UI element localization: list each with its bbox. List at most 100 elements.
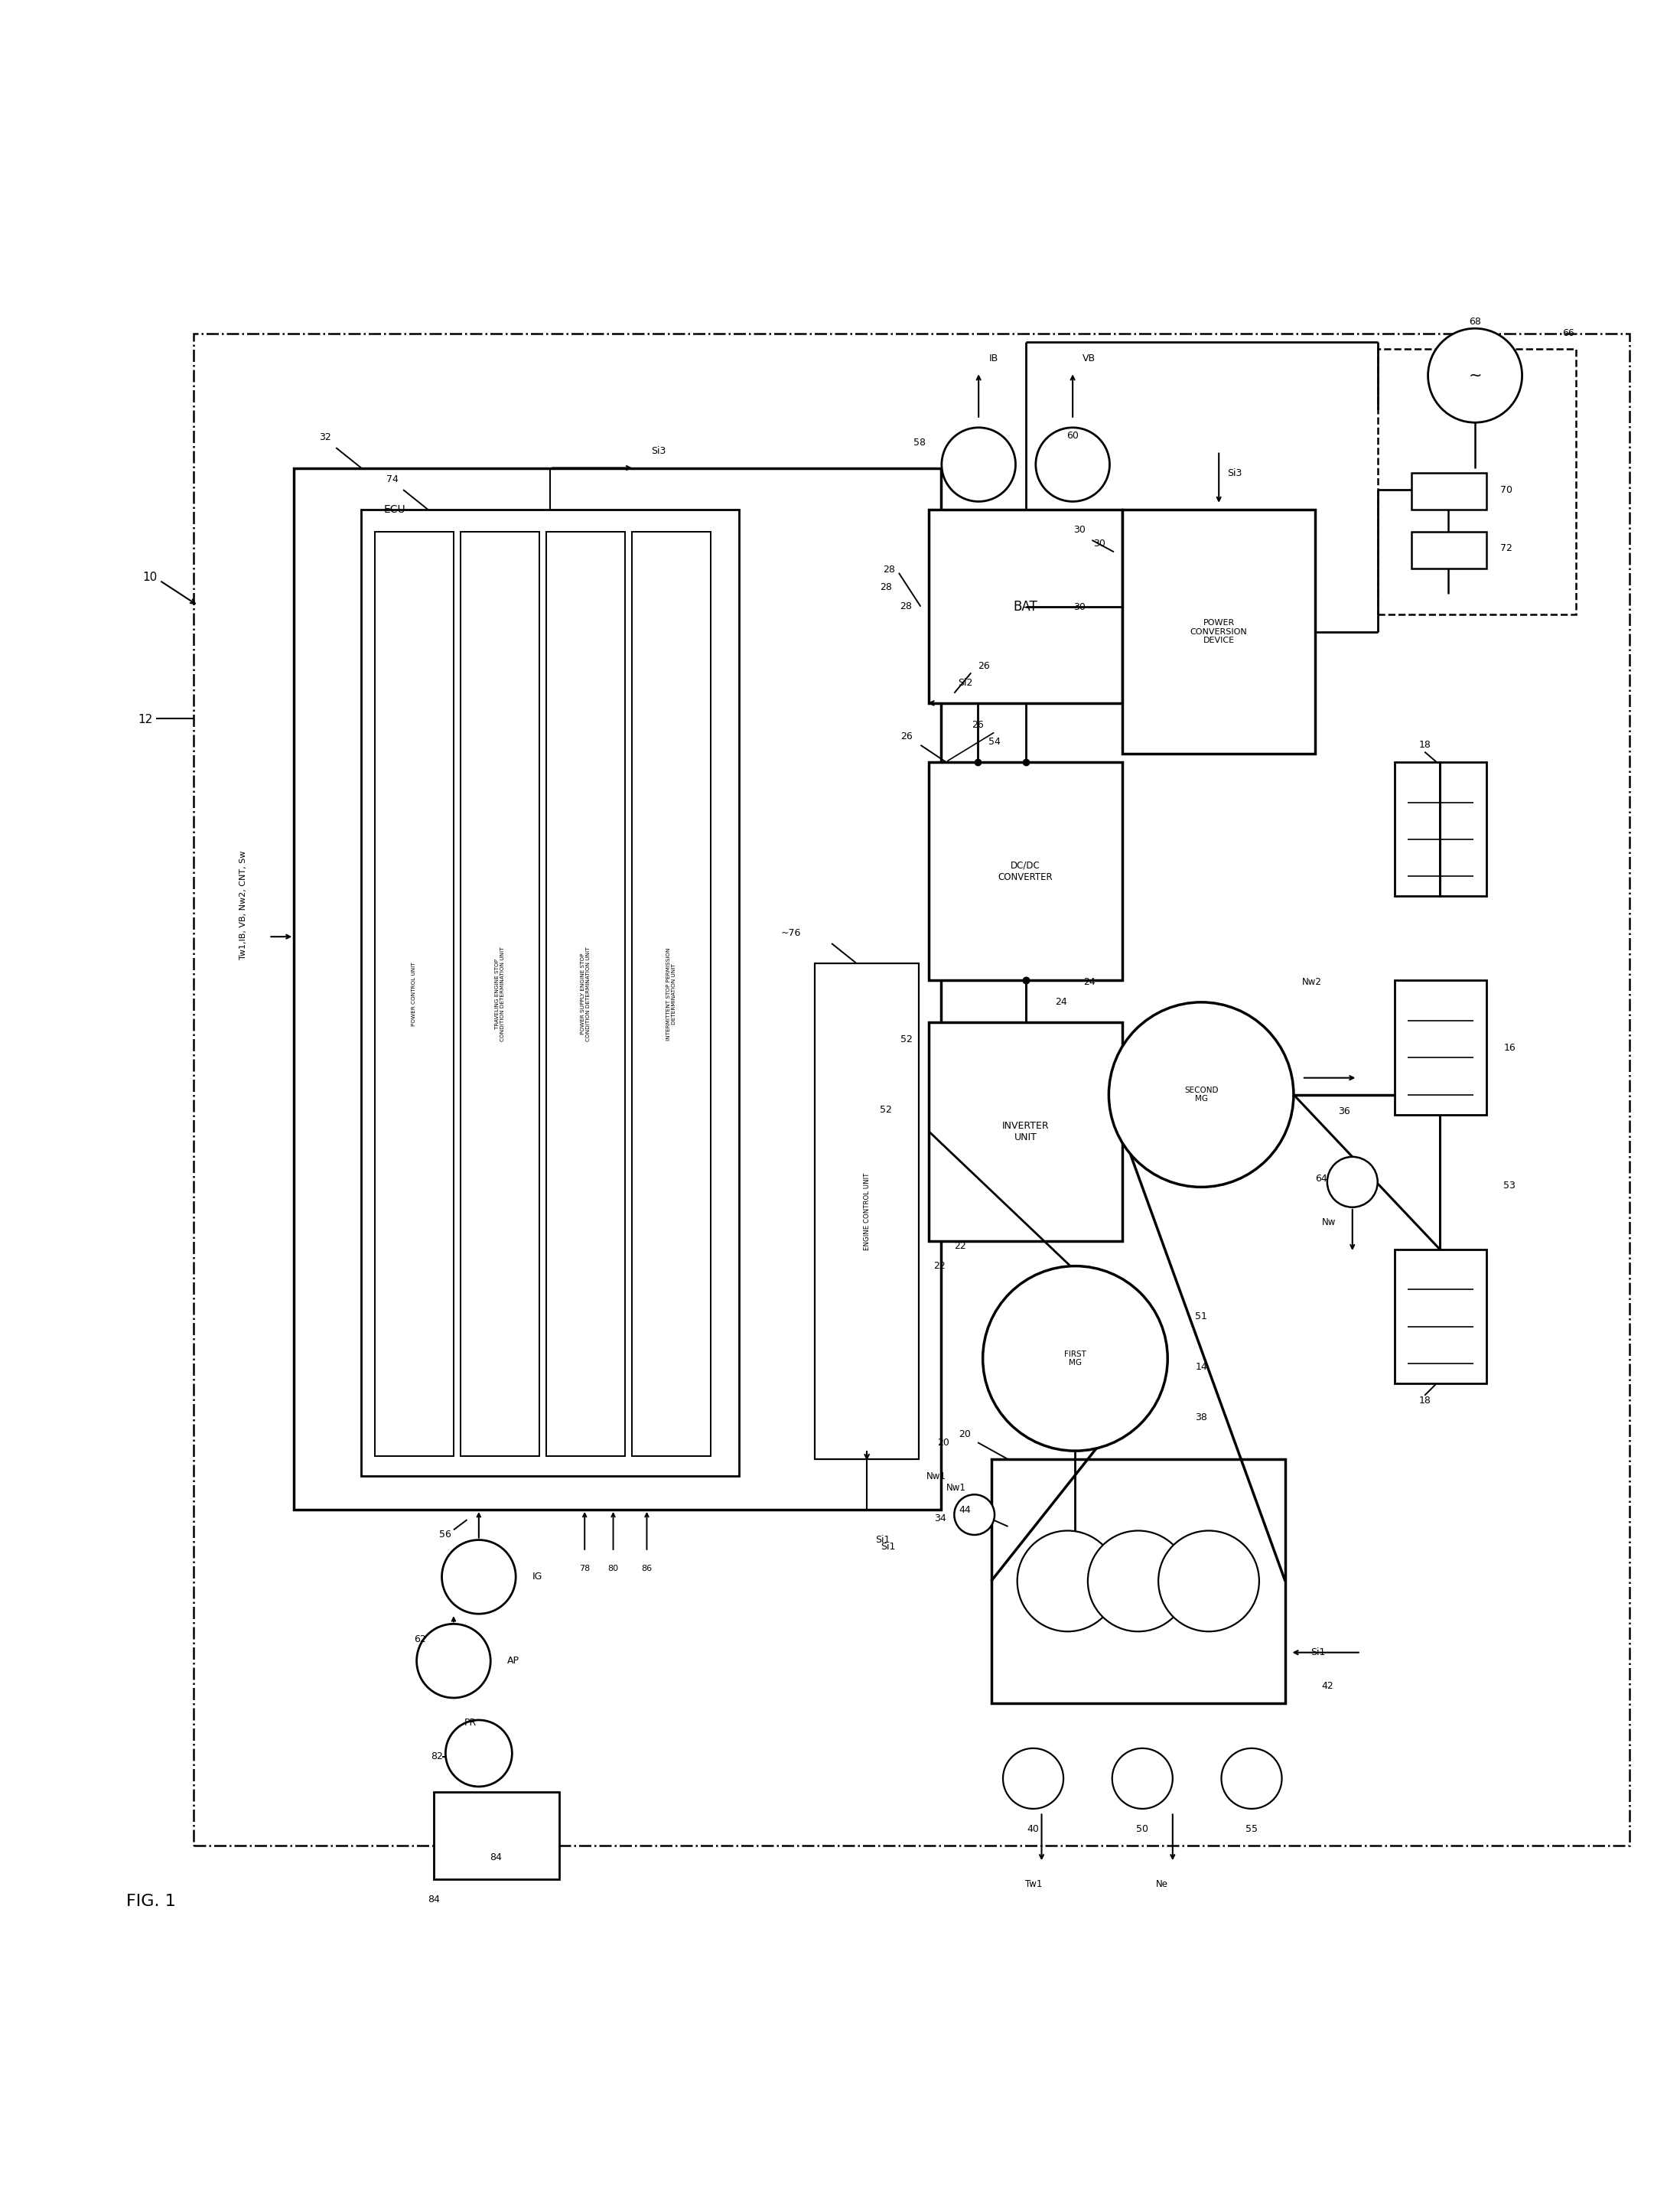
Bar [1394, 1250, 1487, 1383]
Bar [546, 531, 625, 1456]
Text: 26: 26 [971, 720, 984, 729]
Text: 52: 52 [900, 1034, 912, 1043]
Text: 44: 44 [959, 1504, 971, 1515]
Text: IB: IB [988, 354, 998, 365]
Bar [1394, 762, 1487, 896]
Bar [1411, 472, 1487, 509]
Text: ~: ~ [1468, 367, 1482, 382]
Bar [1394, 979, 1487, 1116]
Text: Tw1,IB, VB, Nw2, CNT, Sw: Tw1,IB, VB, Nw2, CNT, Sw [240, 850, 247, 960]
Text: 52: 52 [880, 1105, 892, 1116]
Text: POWER
CONVERSION
DEVICE: POWER CONVERSION DEVICE [1189, 619, 1248, 643]
Text: Nw: Nw [1322, 1217, 1336, 1228]
Text: 74: 74 [386, 474, 398, 485]
Text: POWER SUPPLY ENGINE STOP
CONDITION DETERMINATION UNIT: POWER SUPPLY ENGINE STOP CONDITION DETER… [581, 946, 590, 1041]
Circle shape [1112, 1748, 1173, 1810]
Text: Nw1: Nw1 [926, 1471, 946, 1480]
Text: 53: 53 [1504, 1181, 1515, 1190]
Text: 55: 55 [1245, 1825, 1258, 1834]
Bar [632, 531, 711, 1456]
Text: 86: 86 [642, 1566, 652, 1572]
Text: 30: 30 [1074, 602, 1085, 613]
Text: INTERMITTENT STOP PERMISSION
DETERMINATION UNIT: INTERMITTENT STOP PERMISSION DETERMINATI… [667, 946, 675, 1041]
Text: DC/DC
CONVERTER: DC/DC CONVERTER [998, 861, 1053, 883]
Bar [1378, 349, 1576, 615]
Text: FIG. 1: FIG. 1 [126, 1893, 175, 1908]
Text: 80: 80 [608, 1566, 618, 1572]
Bar [1122, 509, 1315, 753]
Bar [294, 468, 941, 1509]
Text: 10: 10 [143, 571, 158, 582]
Text: 12: 12 [138, 714, 153, 725]
Circle shape [445, 1719, 512, 1788]
Text: 40: 40 [1026, 1825, 1040, 1834]
Text: PR: PR [464, 1717, 477, 1728]
Text: 22: 22 [954, 1241, 966, 1252]
Circle shape [942, 428, 1015, 501]
Text: 38: 38 [1194, 1412, 1208, 1423]
Text: 70: 70 [1500, 485, 1512, 494]
Text: Nw1: Nw1 [946, 1482, 966, 1493]
Circle shape [1003, 1748, 1063, 1810]
Text: 32: 32 [319, 433, 331, 444]
Text: 16: 16 [1504, 1043, 1515, 1052]
Bar [375, 531, 454, 1456]
Circle shape [1428, 329, 1522, 422]
Circle shape [442, 1539, 516, 1614]
Circle shape [1327, 1157, 1378, 1208]
Text: ~76: ~76 [781, 929, 801, 938]
Text: 51: 51 [1194, 1311, 1208, 1322]
Text: 64: 64 [1315, 1173, 1327, 1184]
Text: Si3: Si3 [652, 446, 665, 457]
Text: 26: 26 [978, 661, 990, 672]
Bar [991, 1460, 1285, 1702]
Text: 30: 30 [1074, 525, 1085, 536]
Text: TRAVELING ENGINE STOP
CONDITION DETERMINATION UNIT: TRAVELING ENGINE STOP CONDITION DETERMIN… [496, 946, 504, 1041]
Bar [193, 334, 1630, 1845]
Text: 30: 30 [1094, 538, 1105, 549]
Text: Si2: Si2 [958, 679, 973, 687]
Text: 20: 20 [937, 1438, 949, 1447]
Text: 28: 28 [884, 564, 895, 575]
Text: Si1: Si1 [875, 1535, 890, 1546]
Circle shape [417, 1623, 491, 1698]
Bar [815, 964, 919, 1460]
Text: INVERTER
UNIT: INVERTER UNIT [1001, 1120, 1050, 1142]
Text: Si3: Si3 [1226, 468, 1242, 479]
Text: 50: 50 [1136, 1825, 1149, 1834]
Bar [929, 509, 1122, 703]
Text: 26: 26 [900, 731, 912, 742]
Text: AP: AP [507, 1656, 519, 1667]
Text: 84: 84 [427, 1895, 440, 1904]
Text: 18: 18 [1418, 740, 1431, 751]
Text: 34: 34 [934, 1513, 946, 1524]
Text: 36: 36 [1337, 1107, 1351, 1116]
Text: 14: 14 [1194, 1362, 1208, 1372]
Text: 58: 58 [914, 437, 926, 448]
Circle shape [983, 1267, 1168, 1452]
Text: 60: 60 [1067, 430, 1079, 441]
Text: SECOND
MG: SECOND MG [1184, 1087, 1218, 1102]
Text: 28: 28 [880, 582, 892, 593]
Text: ENGINE CONTROL UNIT: ENGINE CONTROL UNIT [864, 1173, 870, 1250]
Circle shape [1037, 428, 1110, 501]
Text: IG: IG [533, 1572, 543, 1581]
Text: 84: 84 [489, 1853, 502, 1862]
Text: 24: 24 [1084, 977, 1095, 986]
Text: BAT: BAT [1013, 600, 1038, 613]
Circle shape [1109, 1001, 1294, 1188]
Text: 78: 78 [580, 1566, 590, 1572]
Text: Ne: Ne [1156, 1880, 1168, 1889]
Circle shape [1089, 1531, 1189, 1632]
Text: 22: 22 [934, 1261, 946, 1271]
Text: 82: 82 [430, 1752, 444, 1761]
Circle shape [1159, 1531, 1260, 1632]
Bar [361, 509, 739, 1476]
Text: 72: 72 [1500, 545, 1512, 553]
Text: 56: 56 [438, 1531, 452, 1539]
Bar [433, 1792, 559, 1880]
Text: Tw1: Tw1 [1025, 1880, 1042, 1889]
Text: Si1: Si1 [1310, 1647, 1326, 1658]
Bar [1411, 531, 1487, 569]
Bar [460, 531, 539, 1456]
